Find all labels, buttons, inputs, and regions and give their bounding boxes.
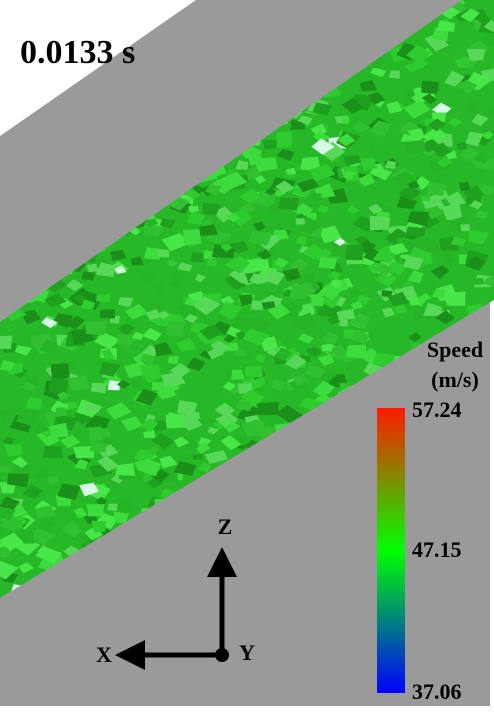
- particle: [318, 257, 337, 270]
- time-label: 0.0133 s: [20, 34, 135, 71]
- colorbar-title: Speed: [427, 337, 483, 362]
- particle: [321, 344, 332, 352]
- particle: [96, 295, 110, 303]
- particle: [474, 278, 484, 285]
- particle: [257, 402, 279, 415]
- particle: [296, 218, 305, 224]
- particle: [85, 404, 100, 412]
- particle: [100, 309, 115, 318]
- particle: [87, 504, 104, 516]
- z-axis-label: Z: [218, 514, 233, 539]
- colorbar-unit: (m/s): [431, 367, 479, 392]
- colorbar-max: 57.24: [412, 397, 462, 422]
- particle: [381, 290, 392, 297]
- colorbar-mid: 47.15: [412, 537, 462, 562]
- particle: [168, 356, 179, 364]
- y-axis-dot: [215, 648, 229, 662]
- particle: [33, 468, 49, 478]
- particle: [108, 504, 118, 511]
- simulation-view: 0.0133 s Speed (m/s) 57.24 47.15 37.06 Z…: [0, 0, 494, 714]
- particle: [251, 301, 264, 311]
- particle: [89, 427, 104, 442]
- particle: [183, 229, 202, 245]
- particle: [85, 322, 108, 336]
- particle: [0, 336, 12, 350]
- particle: [157, 249, 169, 258]
- particle: [43, 446, 63, 458]
- particle: [193, 454, 203, 460]
- particle: [345, 245, 363, 261]
- particle: [421, 195, 431, 201]
- particle: [278, 197, 299, 210]
- particle: [421, 81, 439, 94]
- colorbar: [377, 408, 405, 693]
- particle: [460, 224, 469, 231]
- y-axis-label: Y: [239, 640, 255, 665]
- particle: [51, 363, 70, 379]
- particle: [311, 297, 324, 306]
- particle: [276, 132, 292, 148]
- particle: [48, 378, 68, 394]
- particle: [116, 463, 136, 476]
- particle: [233, 317, 254, 330]
- colorbar-min: 37.06: [412, 679, 462, 704]
- particle: [191, 252, 204, 262]
- particle: [244, 367, 262, 378]
- particle: [140, 364, 160, 376]
- x-axis-label: X: [96, 642, 112, 667]
- particle: [425, 241, 441, 251]
- particle: [370, 216, 391, 231]
- particle: [90, 442, 107, 452]
